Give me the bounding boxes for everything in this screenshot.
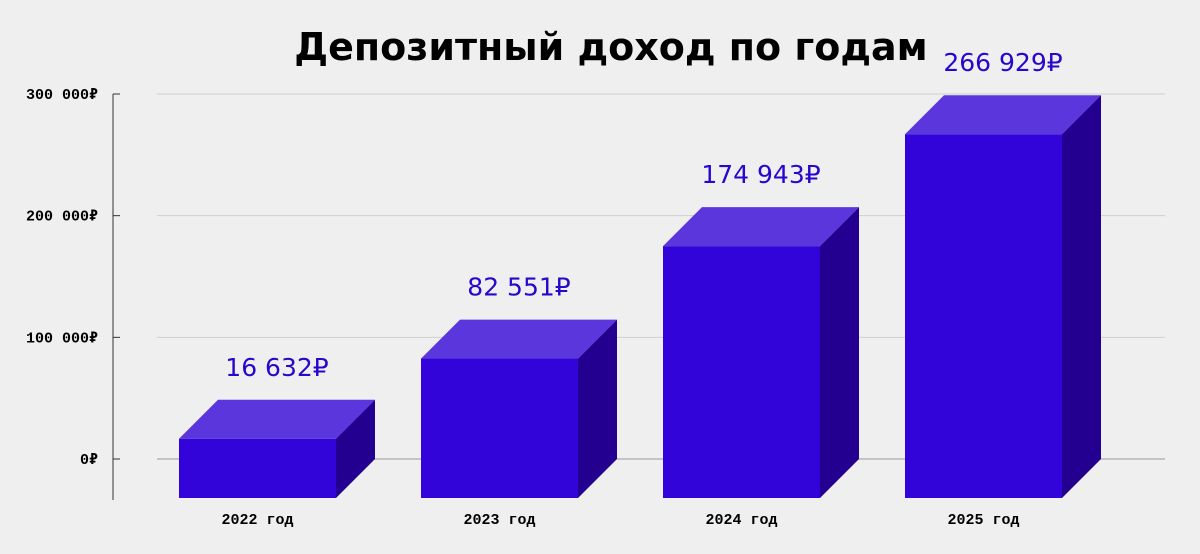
bar-side-face	[336, 399, 375, 498]
bar	[905, 95, 1101, 498]
bar-front-face	[421, 358, 578, 498]
bars-layer	[179, 95, 1101, 498]
x-category-label: 2022 год	[221, 512, 293, 529]
bar-top-face	[663, 207, 859, 247]
y-tick-label: 100 000₽	[26, 330, 98, 347]
bar-value-label: 82 551₽	[467, 273, 570, 302]
bar	[663, 207, 859, 498]
y-tick-label: 200 000₽	[26, 209, 98, 226]
bar-value-label: 174 943₽	[701, 160, 820, 189]
x-category-label: 2025 год	[947, 512, 1019, 529]
bar-side-face	[820, 207, 859, 498]
bar-value-label: 266 929₽	[943, 48, 1062, 77]
bar-top-face	[905, 95, 1101, 135]
bar-value-label: 16 632₽	[225, 353, 328, 382]
bar-front-face	[905, 134, 1062, 498]
bar-top-face	[179, 399, 375, 439]
x-category-label: 2024 год	[705, 512, 777, 529]
labels-layer: 16 632₽ 2022 год 82 551₽ 2023 год 174 943₽ 20…	[221, 48, 1062, 529]
x-category-label: 2023 год	[463, 512, 535, 529]
bar	[179, 399, 375, 498]
bar	[421, 319, 617, 498]
y-tick-label: 300 000₽	[26, 87, 98, 104]
y-axis: 0₽ 100 000₽ 200 000₽ 300 000₽	[26, 87, 120, 500]
y-tick-label: 0₽	[80, 452, 98, 469]
bar-front-face	[663, 246, 820, 498]
chart-title: Депозитный доход по годам	[294, 25, 927, 69]
bar-front-face	[179, 438, 336, 498]
bar-top-face	[421, 319, 617, 359]
bar-side-face	[1062, 95, 1101, 498]
bar-side-face	[578, 319, 617, 498]
